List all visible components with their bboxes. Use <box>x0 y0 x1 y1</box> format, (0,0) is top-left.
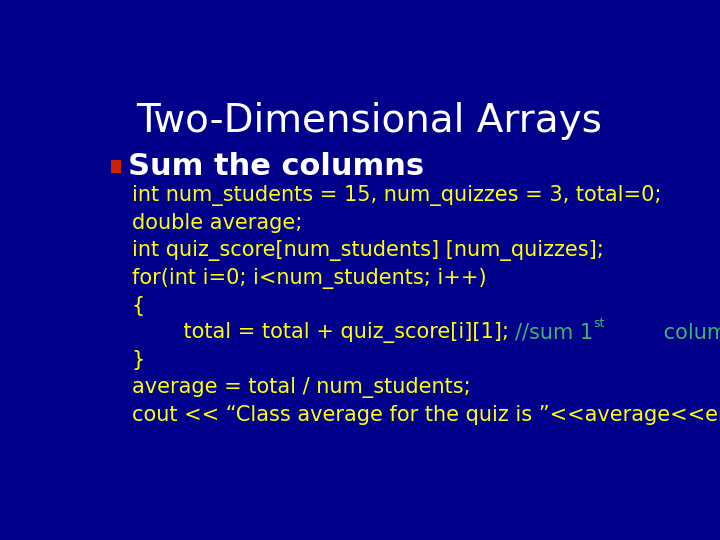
Text: int num_students = 15, num_quizzes = 3, total=0;: int num_students = 15, num_quizzes = 3, … <box>132 185 661 206</box>
Text: column: column <box>657 323 720 343</box>
Text: double average;: double average; <box>132 213 302 233</box>
Text: Sum the columns: Sum the columns <box>128 152 424 181</box>
Text: total = total + quiz_score[i][1];: total = total + quiz_score[i][1]; <box>157 322 516 343</box>
FancyBboxPatch shape <box>111 160 121 173</box>
Text: int quiz_score[num_students] [num_quizzes];: int quiz_score[num_students] [num_quizze… <box>132 240 603 261</box>
Text: cout << “Class average for the quiz is ”<<average<<endl;: cout << “Class average for the quiz is ”… <box>132 406 720 426</box>
Text: }: } <box>132 350 145 370</box>
Text: Two-Dimensional Arrays: Two-Dimensional Arrays <box>136 102 602 140</box>
Text: //sum 1: //sum 1 <box>516 323 593 343</box>
Text: st: st <box>593 317 605 330</box>
Text: average = total / num_students;: average = total / num_students; <box>132 377 470 399</box>
Text: for(int i=0; i<num_students; i++): for(int i=0; i<num_students; i++) <box>132 268 487 288</box>
Text: {: { <box>132 295 145 315</box>
